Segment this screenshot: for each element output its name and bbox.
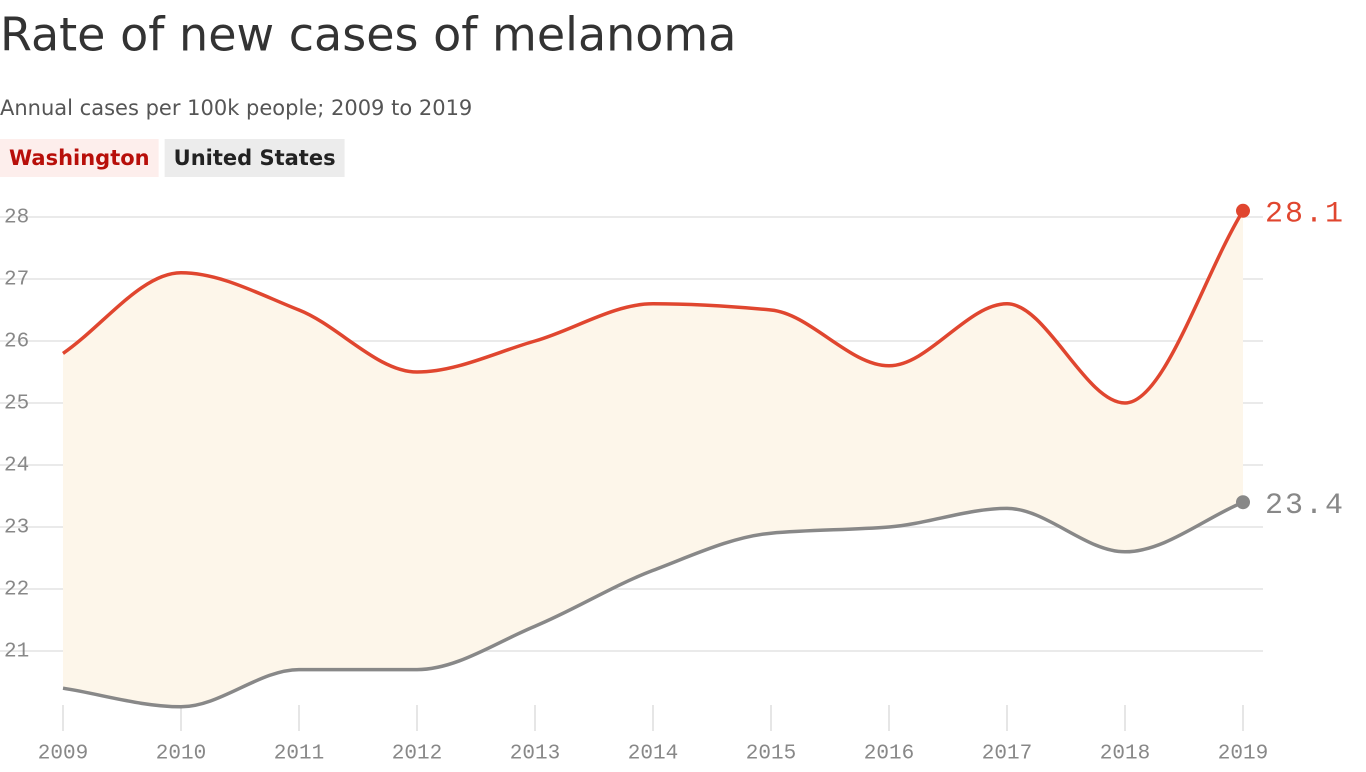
line [62, 209, 1245, 405]
y-tick-label: 27 [4, 269, 29, 292]
y-tick-label: 21 [4, 641, 29, 664]
x-tick-label: 2018 [1100, 743, 1150, 766]
legend-label: United States [174, 146, 336, 170]
x-tick-label: 2013 [510, 743, 560, 766]
y-tick-label: 26 [4, 331, 29, 354]
x-tick-label: 2014 [628, 743, 678, 766]
end-point [1236, 495, 1250, 510]
end-point [1236, 203, 1250, 218]
x-tick-label: 2019 [1218, 743, 1268, 766]
x-tick-label: 2011 [274, 743, 324, 766]
end-value-label: 23.4 [1265, 489, 1345, 523]
y-tick-label: 24 [4, 455, 29, 478]
x-tick-label: 2012 [392, 743, 442, 766]
x-tick-label: 2009 [38, 743, 88, 766]
x-tick-label: 2015 [746, 743, 796, 766]
legend-swatch [0, 139, 159, 177]
plot: 21 22 23 24 25 26 27 28 2009 2010 2011 2012 2013 2014… [0, 198, 1345, 766]
line [62, 500, 1244, 709]
y-tick-label: 25 [4, 393, 29, 416]
legend: Washington United States [0, 139, 345, 177]
chart-title: Rate of new cases of melanoma [0, 8, 736, 62]
end-value-label: 28.1 [1265, 198, 1345, 232]
y-tick-label: 23 [4, 517, 29, 540]
chart-subtitle: Annual cases per 100k people; 2009 to 20… [0, 96, 472, 120]
y-tick-label: 22 [4, 579, 29, 602]
x-tick-label: 2010 [156, 743, 206, 766]
legend-swatch [164, 139, 345, 177]
x-tick-label: 2016 [864, 743, 914, 766]
y-tick-label: 28 [4, 207, 29, 230]
legend-label: Washington [9, 146, 150, 170]
x-tick-label: 2017 [982, 743, 1032, 766]
